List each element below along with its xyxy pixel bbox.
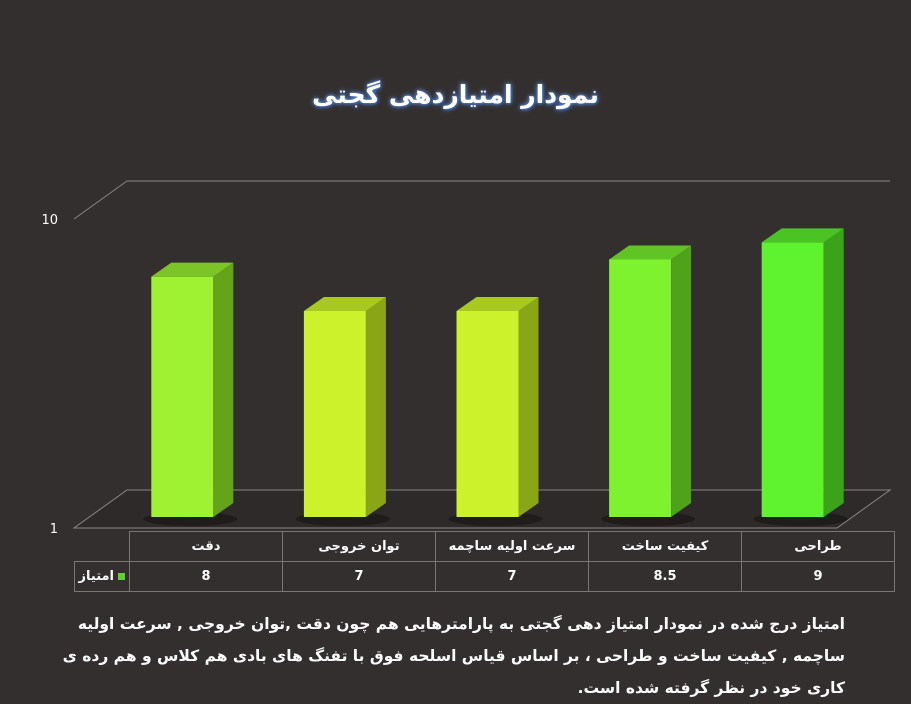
bar-front: [761, 242, 824, 518]
category-cell: دقت: [129, 531, 283, 562]
value-cell: 8.5: [588, 561, 742, 592]
bar: [601, 245, 696, 526]
bar-top: [761, 228, 844, 243]
bars: [143, 228, 848, 526]
category-cell: توان خروجی: [282, 531, 436, 562]
caption-text: امتیاز درج شده در نمودار امتیاز دهی گجتی…: [62, 615, 845, 697]
bar-front: [151, 276, 214, 517]
bar-side: [365, 297, 386, 517]
data-table: دقت توان خروجی سرعت اولیه ساچمه کیفیت سا…: [74, 531, 895, 592]
category-cell: طراحی: [741, 531, 895, 562]
y-tick-label: 10: [41, 213, 58, 228]
bar-side: [213, 262, 234, 517]
series-label-cell: امتیاز: [74, 561, 130, 592]
legend-key: [118, 573, 125, 580]
y-tick-label: 1: [50, 522, 58, 537]
bar-front: [609, 259, 672, 517]
category-row: دقت توان خروجی سرعت اولیه ساچمه کیفیت سا…: [74, 531, 895, 562]
bar-side: [671, 245, 692, 517]
table-corner: [74, 531, 130, 562]
bar-front: [456, 311, 519, 517]
bar-top: [151, 262, 234, 277]
value-cell: 7: [282, 561, 436, 592]
bar-side: [518, 297, 539, 517]
bar-side: [823, 228, 844, 518]
value-cell: 7: [435, 561, 589, 592]
bar-top: [456, 297, 539, 311]
value-cell: 9: [741, 561, 895, 592]
category-cell: سرعت اولیه ساچمه: [435, 531, 589, 562]
y-axis-ticks: 1 10: [41, 213, 58, 537]
value-cell: 8: [129, 561, 283, 592]
bar: [295, 297, 390, 526]
bar-top: [303, 297, 386, 311]
bar: [753, 228, 848, 526]
bar-top: [609, 245, 692, 260]
series-name: امتیاز: [78, 569, 114, 584]
category-cell: کیفیت ساخت: [588, 531, 742, 562]
chart-title: نمودار امتیازدهی گجتی: [312, 80, 599, 109]
bar-front: [303, 311, 366, 517]
bar: [448, 297, 543, 526]
series-row: امتیاز 8 7 7 8.5 9: [74, 561, 895, 592]
bar: [143, 262, 238, 526]
axis-top-edge: [73, 180, 128, 220]
